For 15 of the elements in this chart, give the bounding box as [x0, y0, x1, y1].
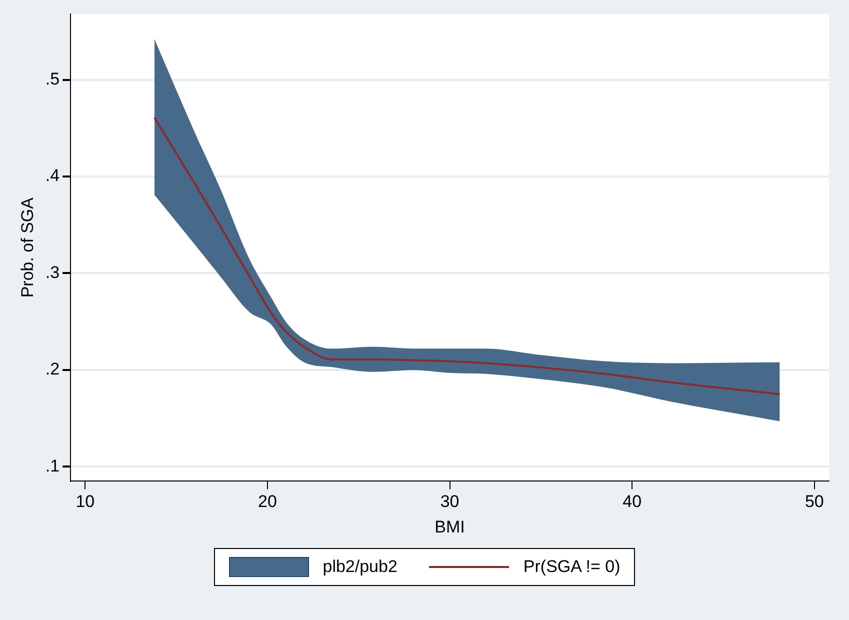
- y-tick-label: .2: [45, 360, 60, 379]
- y-tick-label: .5: [45, 69, 60, 88]
- legend-label: Pr(SGA != 0): [523, 557, 620, 577]
- line-series: [153, 116, 781, 396]
- x-tick-label: 40: [622, 492, 642, 512]
- x-axis-title: BMI: [434, 517, 465, 536]
- y-tick-label: .3: [45, 262, 60, 282]
- text: plb2/pub2: [322, 557, 398, 577]
- x-tick-label: 10: [76, 492, 95, 512]
- x-tick-label: 30: [440, 492, 460, 512]
- y-axis-title: Prob. of SGA: [18, 196, 37, 298]
- x-tick-label: 20: [258, 492, 277, 512]
- x-tick-label: 50: [804, 492, 824, 512]
- y-tick-label: .1: [45, 456, 60, 476]
- y-tick-label: .4: [45, 166, 60, 186]
